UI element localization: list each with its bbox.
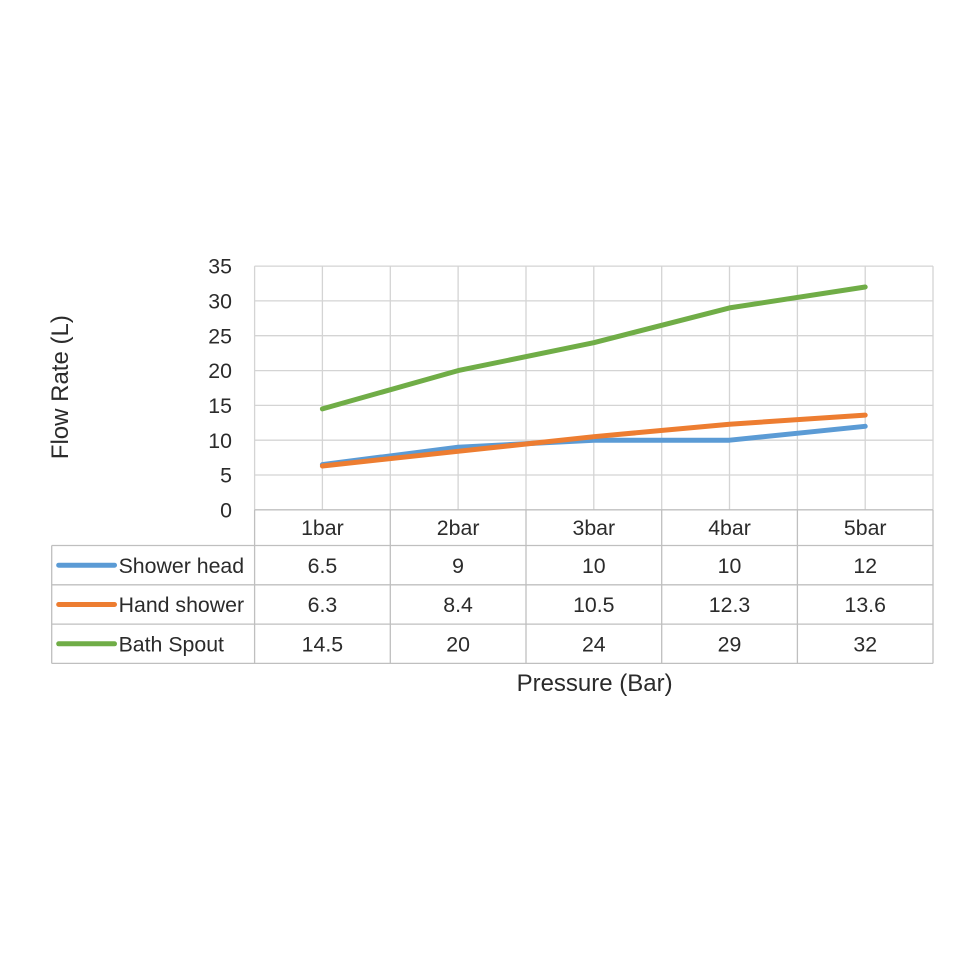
svg-text:35: 35 (208, 255, 232, 279)
svg-text:6.5: 6.5 (308, 554, 338, 578)
svg-text:2bar: 2bar (437, 516, 480, 540)
svg-text:12: 12 (853, 554, 877, 578)
svg-text:13.6: 13.6 (844, 593, 885, 617)
svg-text:10: 10 (582, 554, 606, 578)
svg-text:10: 10 (718, 554, 742, 578)
svg-text:25: 25 (208, 324, 232, 348)
svg-text:10: 10 (208, 429, 232, 453)
svg-text:Bath Spout: Bath Spout (119, 632, 224, 656)
svg-text:30: 30 (208, 290, 232, 314)
svg-text:10.5: 10.5 (573, 593, 614, 617)
svg-text:20: 20 (208, 359, 232, 383)
svg-text:Hand shower: Hand shower (119, 593, 244, 617)
svg-text:15: 15 (208, 394, 232, 418)
svg-text:4bar: 4bar (708, 516, 751, 540)
svg-text:14.5: 14.5 (302, 632, 343, 656)
svg-text:24: 24 (582, 632, 606, 656)
svg-text:5: 5 (220, 464, 232, 488)
svg-text:0: 0 (220, 498, 232, 522)
svg-text:1bar: 1bar (301, 516, 344, 540)
svg-text:Pressure (Bar): Pressure (Bar) (517, 670, 673, 697)
svg-text:Flow Rate (L): Flow Rate (L) (47, 315, 74, 459)
svg-text:20: 20 (446, 632, 470, 656)
svg-text:9: 9 (452, 554, 464, 578)
svg-text:8.4: 8.4 (443, 593, 473, 617)
svg-text:5bar: 5bar (844, 516, 887, 540)
svg-text:Shower head: Shower head (119, 554, 245, 578)
svg-text:12.3: 12.3 (709, 593, 750, 617)
svg-text:6.3: 6.3 (308, 593, 338, 617)
svg-text:32: 32 (853, 632, 877, 656)
svg-text:29: 29 (718, 632, 742, 656)
svg-text:3bar: 3bar (572, 516, 615, 540)
